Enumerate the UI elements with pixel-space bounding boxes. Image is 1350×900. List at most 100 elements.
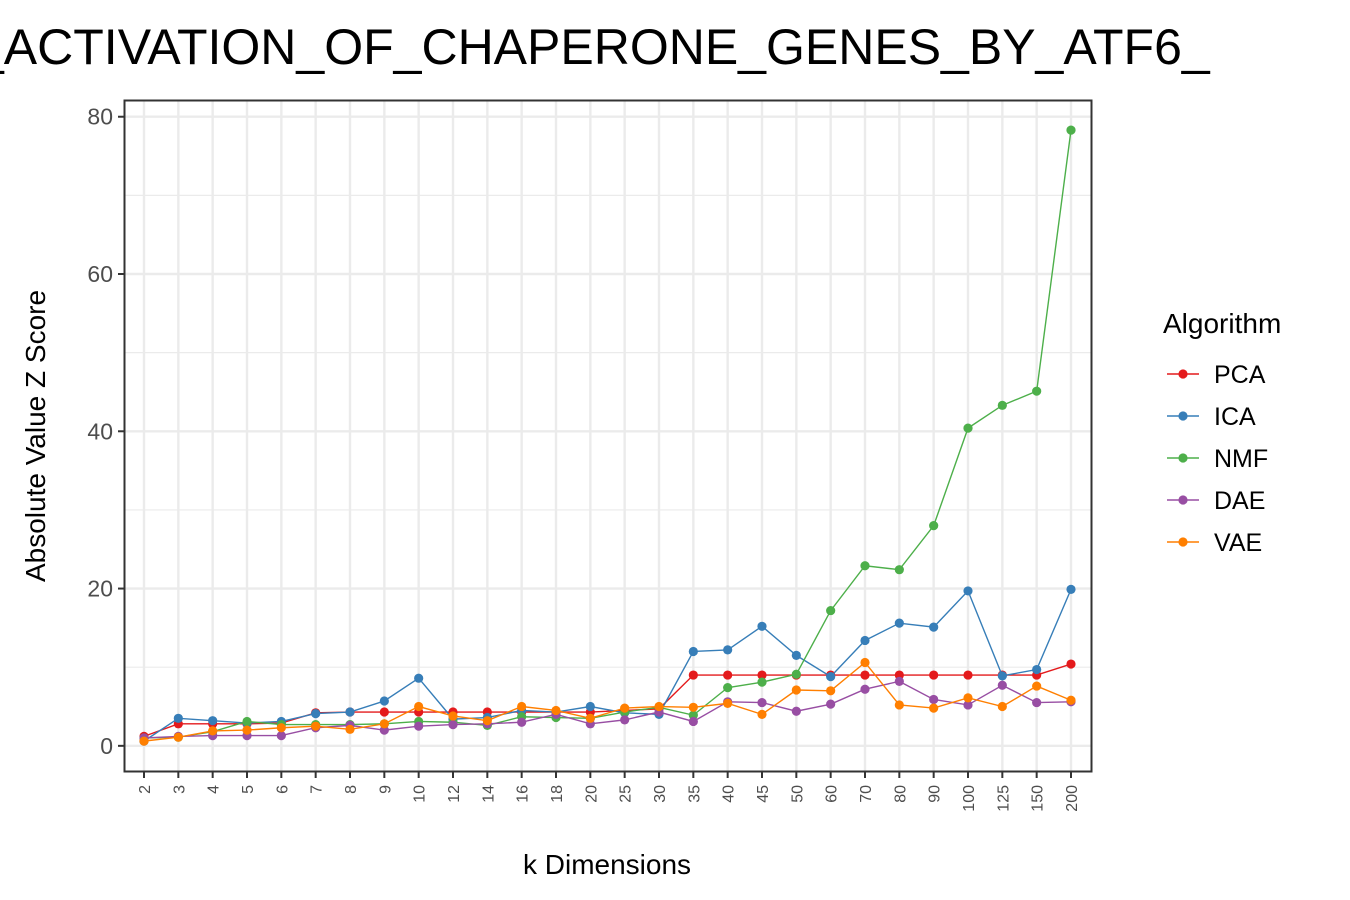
data-point-dae — [929, 694, 939, 705]
data-point-vae — [723, 698, 733, 708]
data-point-vae — [311, 721, 321, 731]
x-tick-label: 16 — [515, 785, 532, 803]
data-point-pca — [379, 707, 389, 717]
data-point-dae — [826, 699, 836, 709]
x-tick-label: 50 — [789, 785, 806, 803]
data-point-dae — [379, 725, 389, 735]
legend-label-dae: DAE — [1214, 487, 1265, 515]
data-point-dae — [517, 717, 527, 727]
legend-label-nmf: NMF — [1214, 445, 1268, 473]
data-point-nmf — [860, 561, 870, 571]
x-tick-label: 18 — [549, 785, 566, 803]
x-tick-label: 3 — [171, 785, 188, 794]
data-point-ica — [345, 707, 355, 717]
series-layer — [139, 125, 1076, 746]
data-point-vae — [482, 716, 492, 726]
data-point-nmf — [688, 710, 698, 720]
x-tick-label: 25 — [618, 785, 635, 803]
data-point-vae — [173, 732, 183, 742]
data-point-ica — [860, 635, 870, 646]
data-point-vae — [276, 723, 286, 733]
minor-gridlines — [125, 194, 1091, 668]
data-point-nmf — [242, 716, 252, 727]
data-point-ica — [688, 646, 698, 657]
x-tick-label: 9 — [377, 785, 394, 794]
y-tick-label: 0 — [100, 733, 113, 759]
series-line-ica — [143, 589, 1072, 742]
data-point-dae — [448, 720, 458, 730]
data-point-nmf — [723, 683, 733, 693]
data-point-vae — [654, 701, 664, 712]
data-point-ica — [894, 618, 904, 628]
data-point-vae — [688, 702, 698, 712]
y-tick-label: 40 — [87, 418, 113, 444]
x-tick-label: 4 — [206, 785, 223, 794]
chart-title: _ACTIVATION_OF_CHAPERONE_GENES_BY_ATF6_ — [0, 19, 1211, 75]
data-point-vae — [1032, 681, 1042, 691]
series-line-dae — [143, 680, 1072, 739]
data-point-nmf — [997, 400, 1007, 410]
series-line-vae — [143, 661, 1072, 742]
data-point-vae — [997, 701, 1007, 712]
data-point-vae — [791, 685, 801, 695]
series-line-nmf — [143, 130, 1072, 739]
x-tick-label: 35 — [686, 785, 703, 803]
legend-title: Algorithm — [1163, 308, 1281, 339]
data-point-pca — [929, 670, 939, 680]
data-point-vae — [414, 701, 424, 712]
data-point-dae — [1032, 697, 1042, 708]
data-point-nmf — [791, 669, 801, 679]
legend-key-point-pca — [1178, 369, 1188, 379]
data-point-vae — [208, 726, 218, 736]
x-axis-title: k Dimensions — [523, 849, 691, 880]
y-tick-label: 60 — [87, 261, 113, 287]
data-point-ica — [757, 621, 767, 631]
legend-key-point-nmf — [1178, 453, 1188, 463]
data-point-pca — [963, 670, 973, 680]
data-point-pca — [723, 670, 733, 680]
data-point-dae — [620, 715, 630, 725]
data-point-nmf — [826, 605, 836, 616]
panel-border — [123, 99, 1093, 773]
data-point-nmf — [1032, 386, 1042, 396]
x-tick-label: 7 — [309, 785, 326, 794]
data-point-dae — [894, 676, 904, 686]
data-point-vae — [1066, 695, 1076, 705]
data-point-dae — [963, 700, 973, 710]
data-point-vae — [757, 709, 767, 719]
data-point-pca — [757, 670, 767, 680]
data-point-dae — [757, 697, 767, 708]
data-point-vae — [585, 713, 595, 723]
x-tick-label: 60 — [824, 785, 841, 803]
data-point-vae — [242, 725, 252, 735]
plot-panel — [123, 99, 1093, 773]
x-tick-label: 10 — [412, 785, 429, 803]
x-tick-label: 12 — [446, 785, 463, 803]
x-tick-label: 40 — [721, 785, 738, 803]
y-axis-title: Absolute Value Z Score — [20, 290, 51, 582]
x-tick-label: 14 — [480, 785, 497, 803]
x-tick-label: 200 — [1064, 785, 1081, 812]
y-axis: 0 20 40 60 80 — [87, 104, 125, 759]
data-point-vae — [963, 693, 973, 703]
data-point-vae — [448, 711, 458, 721]
data-point-vae — [517, 701, 527, 712]
x-tick-label: 6 — [274, 785, 291, 794]
data-point-ica — [963, 586, 973, 596]
legend-label-pca: PCA — [1214, 361, 1266, 389]
data-point-ica — [311, 708, 321, 719]
data-point-ica — [791, 650, 801, 661]
data-point-ica — [414, 673, 424, 683]
data-point-pca — [1066, 659, 1076, 669]
x-tick-label: 100 — [961, 785, 978, 812]
data-point-vae — [826, 686, 836, 696]
data-point-vae — [551, 705, 561, 716]
x-tick-label: 90 — [927, 785, 944, 803]
data-point-pca — [688, 670, 698, 680]
x-tick-label: 30 — [652, 785, 669, 803]
data-point-dae — [791, 706, 801, 716]
x-axis: 2 3 4 5 6 7 8 9 10 12 14 16 18 20 25 30 35 40 45 50 60 70 80 90… — [137, 771, 1081, 812]
data-point-nmf — [963, 423, 973, 433]
data-point-nmf — [1066, 125, 1076, 135]
